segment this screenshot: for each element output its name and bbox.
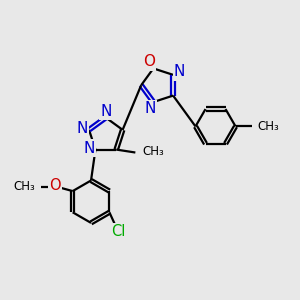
Text: Cl: Cl [111, 224, 125, 239]
Text: N: N [100, 103, 112, 118]
Text: CH₃: CH₃ [143, 145, 164, 158]
Text: N: N [174, 64, 185, 80]
Text: CH₃: CH₃ [13, 180, 35, 193]
Text: N: N [83, 141, 95, 156]
Text: N: N [77, 121, 88, 136]
Text: O: O [143, 54, 155, 69]
Text: O: O [49, 178, 61, 193]
Text: CH₃: CH₃ [257, 120, 279, 133]
Text: N: N [145, 101, 156, 116]
